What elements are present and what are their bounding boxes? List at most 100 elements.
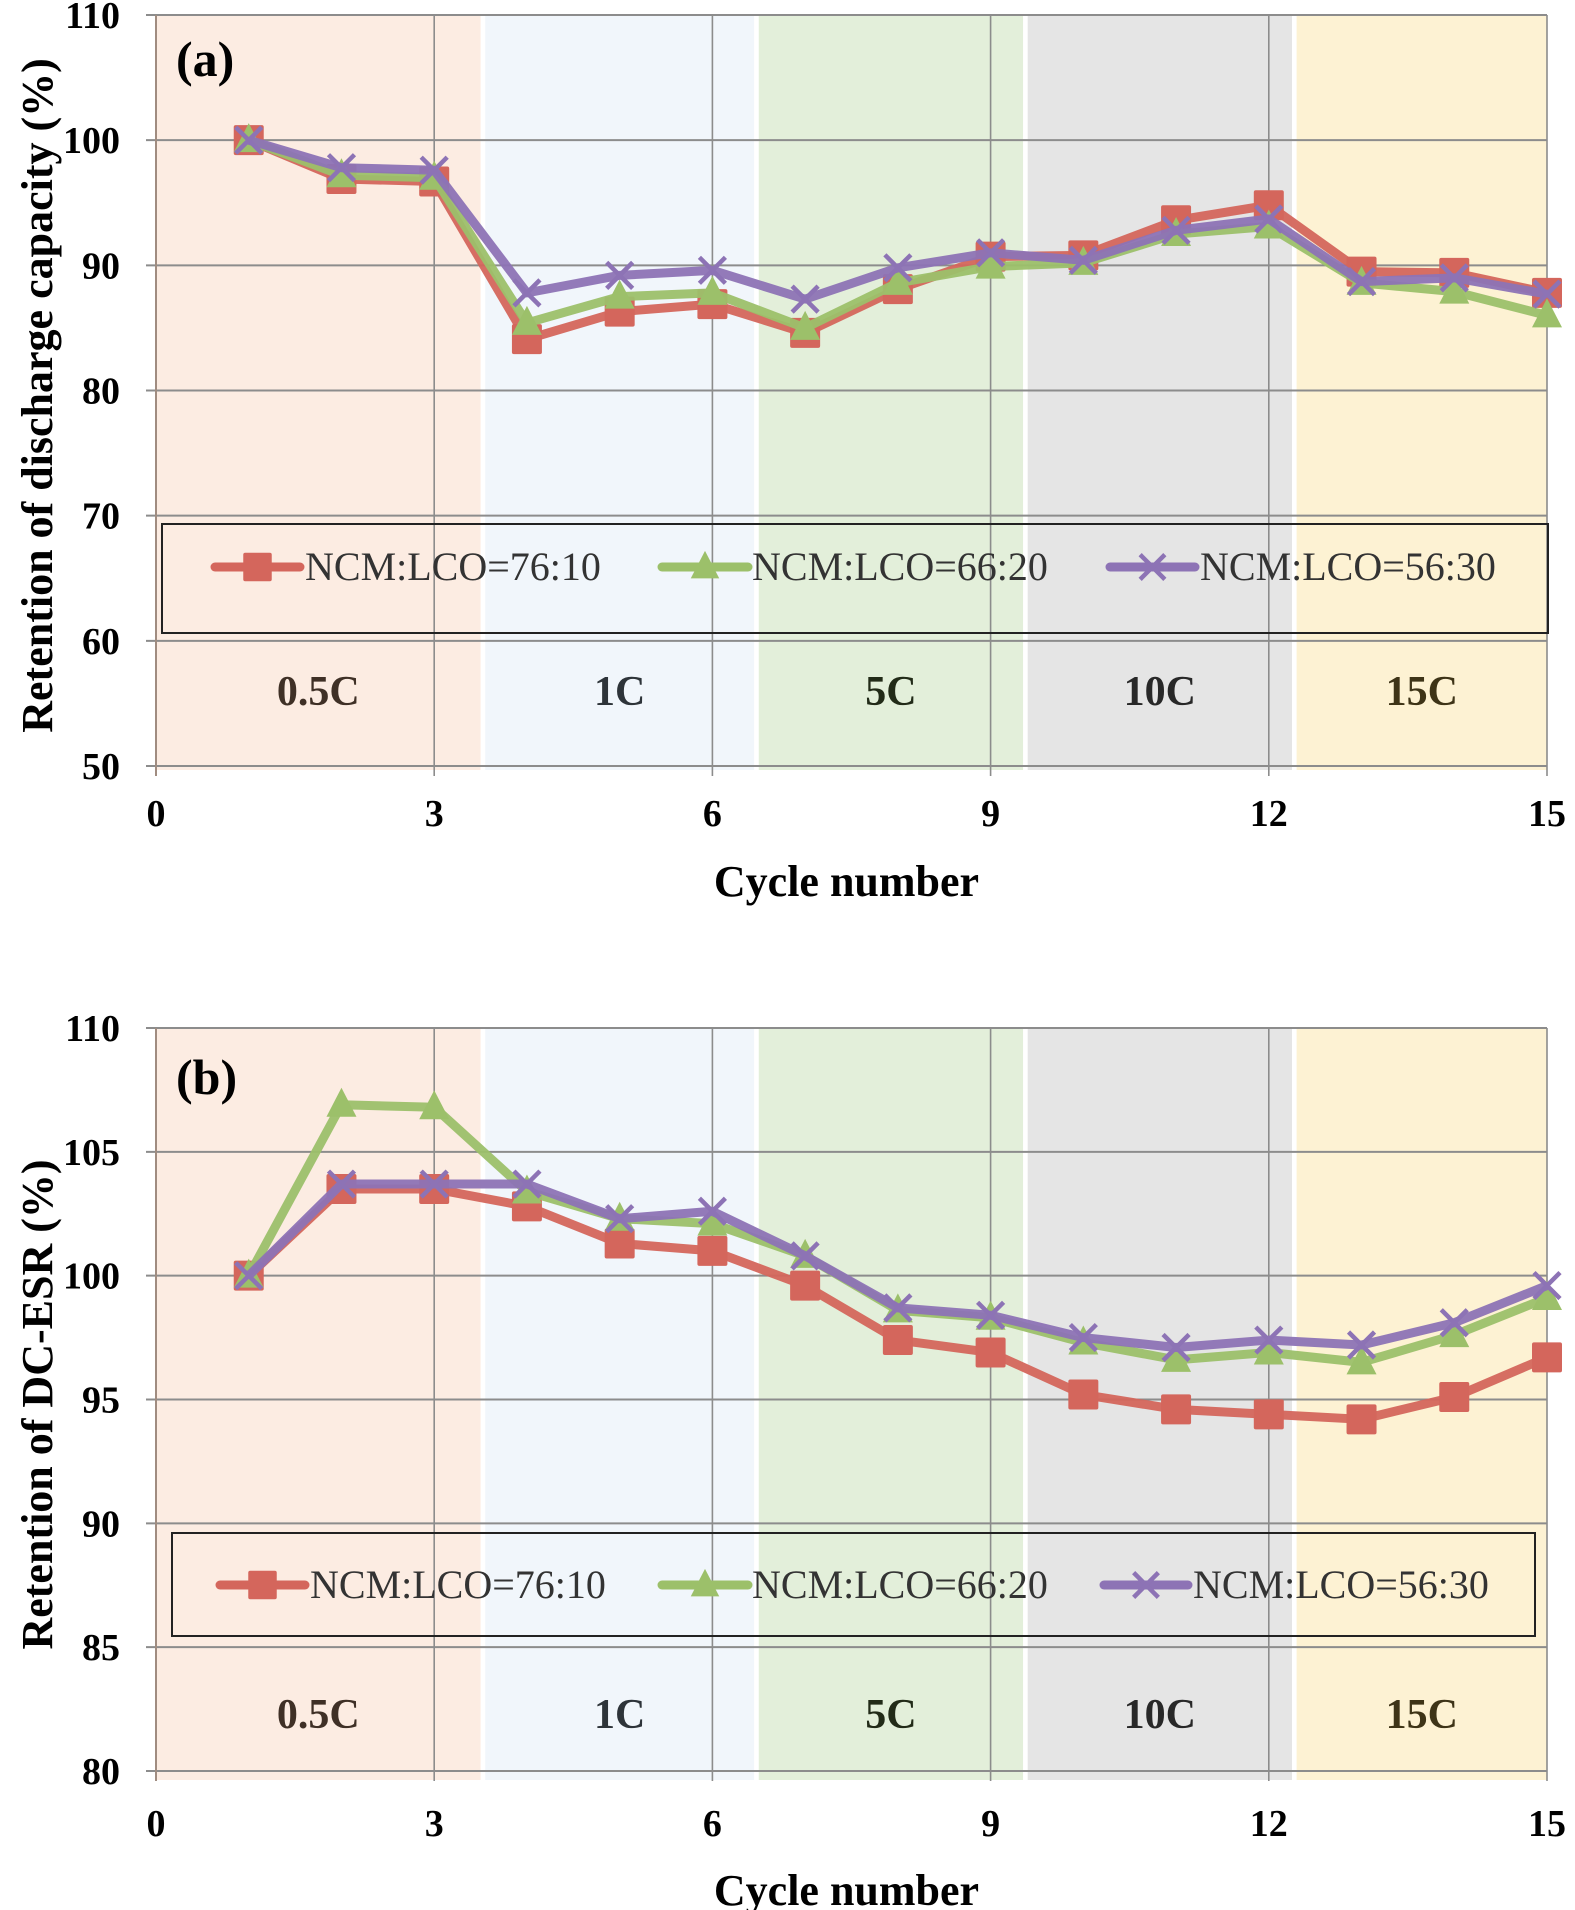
data-point-x <box>605 1204 635 1234</box>
y-axis-title: Retention of DC-ESR (%) <box>13 1159 62 1649</box>
data-point-x-stroke <box>1532 279 1562 309</box>
x-tick-label: 9 <box>981 1803 1000 1845</box>
data-point-x-stroke <box>512 1169 542 1199</box>
y-tick-label: 60 <box>82 621 120 663</box>
data-point-x-stroke <box>976 238 1006 268</box>
data-point-x-stroke <box>697 1196 727 1226</box>
panel-b: 0.5C 1C 5C 10C 15C 80 85 90 95 100 105 110 0 3 6 9 12 15 C… <box>13 1008 1566 1910</box>
data-point-x-stroke <box>790 1241 820 1271</box>
y-tick-label: 110 <box>65 1008 120 1050</box>
data-point-triangle <box>1161 1342 1192 1372</box>
data-point-x-stroke <box>419 155 449 185</box>
legend-item: NCM:LCO=56:30 <box>1105 544 1496 589</box>
x-axis-title: Cycle number <box>714 857 979 906</box>
x-tick-label: 9 <box>981 793 1000 835</box>
band-label-0.5c: 0.5C <box>277 669 360 715</box>
data-point-square <box>1439 1382 1470 1413</box>
data-point-x-stroke <box>1346 267 1377 297</box>
data-point-x-stroke <box>234 125 264 155</box>
band-label-15c: 15C <box>1386 1692 1458 1738</box>
data-point-square <box>1346 1404 1377 1435</box>
data-point-x <box>1254 204 1284 234</box>
data-point-x <box>1439 263 1469 293</box>
data-point-x-stroke <box>1439 263 1469 293</box>
series---------76-10 <box>233 1173 1562 1435</box>
data-point-x-stroke <box>697 255 727 285</box>
band-label-15c: 15C <box>1386 669 1458 715</box>
y-axis-title: Retention of discharge capacity (%) <box>13 58 62 733</box>
data-point-x <box>512 1169 542 1199</box>
y-tick-label: 70 <box>82 496 120 538</box>
data-point-x-stroke <box>1161 215 1191 245</box>
band-label-1c: 1C <box>594 669 645 715</box>
data-point-x <box>1254 1325 1284 1355</box>
legend-box <box>171 1532 1536 1637</box>
band-label-1c: 1C <box>594 1692 645 1738</box>
data-point-x-stroke <box>326 153 357 183</box>
data-point-x <box>1532 1270 1562 1301</box>
y-tick-label: 50 <box>82 746 120 788</box>
y-tick-label: 95 <box>82 1380 120 1422</box>
x-axis-title: Cycle number <box>714 1866 979 1910</box>
band-1c <box>485 15 755 770</box>
data-point-x <box>976 238 1006 268</box>
data-point-x <box>697 255 727 285</box>
legend: NCM:LCO=76:10 NCM:LCO=66:20 NCM:LCO=56:30 <box>161 523 1549 634</box>
data-point-x <box>605 260 635 290</box>
data-point-x-stroke <box>419 1169 449 1199</box>
rate-bands <box>156 1028 1547 1780</box>
data-point-triangle <box>1253 1335 1284 1365</box>
data-point-x <box>1161 215 1191 245</box>
legend-marker-x-stroke <box>1138 553 1167 581</box>
band-1c <box>485 1028 755 1780</box>
data-point-x-stroke <box>976 1300 1006 1330</box>
data-point-square <box>1532 1342 1562 1373</box>
data-point-square <box>419 1173 450 1204</box>
data-point-x <box>326 1169 357 1199</box>
legend-item: NCM:LCO=66:20 <box>657 544 1048 589</box>
data-point-square <box>790 1270 821 1301</box>
data-point-x-stroke <box>1532 1270 1562 1301</box>
data-point-triangle <box>697 275 728 305</box>
data-point-triangle <box>326 158 357 188</box>
data-point-x-stroke <box>1068 1322 1098 1353</box>
data-point-x <box>1346 267 1377 297</box>
data-point-x-stroke <box>1254 204 1284 234</box>
data-point-x <box>1068 1322 1098 1353</box>
x-tick-label: 12 <box>1250 1803 1288 1845</box>
data-point-x <box>790 284 820 314</box>
y-tick-label: 100 <box>63 120 120 162</box>
panel-label: (b) <box>176 1049 237 1105</box>
data-point-triangle <box>882 265 913 295</box>
band-15c <box>1296 15 1547 770</box>
band-label-10c: 10C <box>1124 1692 1196 1738</box>
data-point-x-stroke <box>234 1261 264 1291</box>
x-tick-label: 0 <box>147 1803 166 1845</box>
y-tick-label: 100 <box>63 1256 120 1298</box>
data-point-x-stroke <box>1346 1330 1377 1360</box>
data-point-square <box>975 1337 1006 1368</box>
legend-marker-square <box>248 1570 277 1600</box>
legend-marker-x-stroke <box>1132 1571 1160 1599</box>
band-5c <box>758 1028 1024 1780</box>
x-tick-label: 3 <box>425 1803 444 1845</box>
data-point-x <box>1161 1332 1191 1363</box>
legend-label: NCM:LCO=66:20 <box>752 1562 1048 1607</box>
legend-item: NCM:LCO=76:10 <box>215 1562 606 1607</box>
data-point-triangle <box>1439 274 1470 304</box>
y-tick-label: 90 <box>82 1503 120 1545</box>
x-tick-label: 15 <box>1528 1803 1566 1845</box>
data-point-x <box>976 1300 1006 1330</box>
y-tick-label: 80 <box>82 371 120 413</box>
legend-item: NCM:LCO=76:10 <box>210 544 601 589</box>
legend-item: NCM:LCO=66:20 <box>657 1562 1048 1607</box>
legend-label: NCM:LCO=56:30 <box>1200 544 1496 589</box>
panel-a: 0.5C 1C 5C 10C 15C 50 60 70 80 90 100 110 0 3 6 9 12 15 Cy… <box>13 0 1566 906</box>
gridlines <box>146 14 1548 776</box>
legend-marker-square <box>243 552 272 582</box>
legend-marker-x <box>1132 1571 1160 1599</box>
y-tick-label: 85 <box>82 1627 120 1669</box>
x-tick-label: 0 <box>147 793 166 835</box>
data-point-triangle <box>975 249 1006 279</box>
data-point-square <box>882 1325 913 1356</box>
